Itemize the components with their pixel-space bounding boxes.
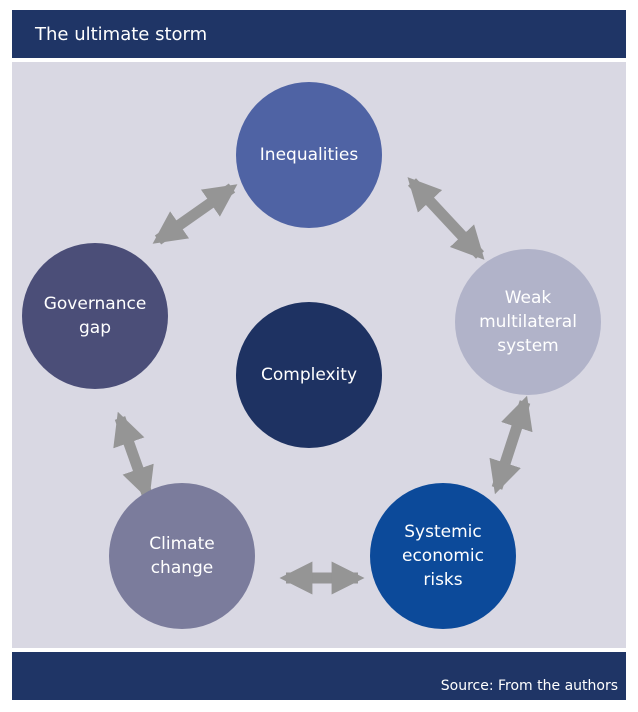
node-circle: [22, 243, 168, 389]
node-circle: [109, 483, 255, 629]
header-bar: [12, 10, 626, 58]
node-label: Complexity: [261, 365, 357, 385]
nodes: Inequalities Weak multilateral system System…: [22, 82, 601, 629]
node-label: multilateral: [479, 312, 577, 332]
title: The ultimate storm: [34, 24, 207, 45]
node-label: Weak: [505, 288, 552, 308]
node-label: Systemic: [404, 522, 481, 542]
node-circle: [236, 82, 382, 228]
arrow: [407, 177, 485, 260]
node-circle: [370, 483, 516, 629]
arrow: [152, 183, 238, 245]
node-label: Inequalities: [260, 145, 359, 165]
node-circle: [236, 302, 382, 448]
source: Source: From the authors: [441, 678, 618, 694]
node-label: Climate: [149, 534, 214, 554]
node-circle: [455, 249, 601, 395]
arrow: [113, 411, 154, 501]
node-label: Governance: [44, 294, 147, 314]
arrow: [489, 395, 533, 495]
footer-bar: [12, 652, 626, 700]
node-label: economic: [402, 546, 484, 566]
node-label: change: [151, 558, 214, 578]
node-label: risks: [423, 570, 462, 590]
node-label: gap: [79, 318, 111, 338]
node-label: system: [497, 336, 558, 356]
arrows: [113, 177, 533, 595]
